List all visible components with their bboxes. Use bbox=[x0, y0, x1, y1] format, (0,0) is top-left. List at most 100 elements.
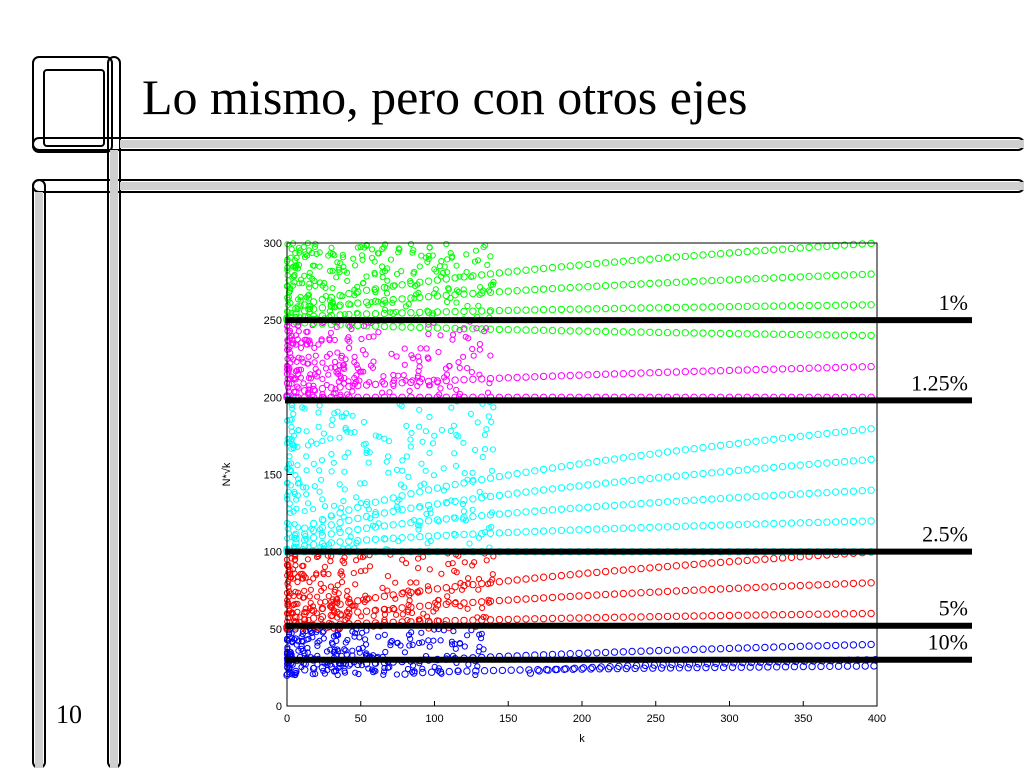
x-tick-label: 0 bbox=[284, 713, 290, 725]
data-point bbox=[380, 605, 389, 614]
data-point bbox=[363, 449, 370, 457]
data-point bbox=[461, 559, 468, 566]
series-2 bbox=[283, 394, 875, 556]
data-point bbox=[601, 590, 610, 599]
data-point bbox=[699, 367, 707, 375]
data-point bbox=[331, 588, 338, 595]
data-point bbox=[444, 593, 451, 600]
data-point bbox=[371, 523, 380, 531]
data-point bbox=[292, 472, 299, 479]
data-point bbox=[469, 616, 477, 624]
data-point bbox=[290, 444, 297, 452]
data-point bbox=[294, 578, 301, 586]
data-point bbox=[405, 587, 412, 594]
data-point bbox=[305, 374, 312, 381]
data-point bbox=[817, 662, 825, 671]
data-point bbox=[681, 497, 689, 505]
data-point bbox=[690, 612, 698, 620]
data-point bbox=[796, 273, 804, 281]
data-point bbox=[447, 427, 454, 434]
data-point bbox=[734, 330, 743, 338]
data-point bbox=[416, 518, 424, 526]
data-point bbox=[370, 612, 377, 620]
data-point bbox=[725, 329, 734, 338]
data-point bbox=[309, 533, 318, 542]
data-point bbox=[531, 594, 539, 603]
data-point bbox=[840, 331, 849, 339]
data-point bbox=[504, 306, 512, 315]
data-point bbox=[663, 646, 672, 654]
data-point bbox=[460, 513, 468, 521]
data-point bbox=[761, 246, 769, 255]
data-point bbox=[672, 447, 681, 455]
data-point bbox=[389, 323, 397, 331]
data-point bbox=[566, 305, 574, 313]
data-point bbox=[840, 241, 849, 249]
data-point bbox=[454, 667, 462, 675]
data-point bbox=[575, 482, 583, 490]
data-point bbox=[796, 519, 804, 527]
data-point bbox=[840, 580, 849, 588]
data-point bbox=[360, 441, 367, 448]
data-point bbox=[601, 259, 610, 267]
data-point bbox=[318, 531, 327, 540]
data-point bbox=[823, 272, 831, 280]
data-point bbox=[433, 276, 442, 284]
data-point bbox=[852, 662, 861, 670]
data-point bbox=[548, 572, 557, 581]
data-point bbox=[778, 462, 787, 471]
data-point bbox=[672, 562, 681, 570]
data-point bbox=[628, 613, 636, 621]
data-point bbox=[628, 647, 636, 656]
data-point bbox=[285, 346, 292, 353]
data-point bbox=[341, 646, 348, 653]
data-point bbox=[475, 648, 482, 655]
data-point bbox=[646, 613, 654, 621]
data-point bbox=[379, 378, 386, 385]
data-point bbox=[437, 332, 444, 339]
data-point bbox=[495, 615, 504, 624]
data-point bbox=[418, 460, 425, 467]
data-point bbox=[778, 611, 787, 619]
data-point bbox=[342, 426, 349, 433]
data-point bbox=[323, 353, 331, 360]
data-point bbox=[486, 307, 495, 315]
data-point bbox=[584, 614, 592, 622]
data-point bbox=[327, 602, 335, 610]
data-point bbox=[315, 409, 322, 416]
data-point bbox=[481, 446, 489, 453]
data-point bbox=[300, 243, 307, 251]
data-point bbox=[299, 562, 306, 570]
data-point bbox=[513, 489, 521, 497]
data-point bbox=[309, 262, 317, 269]
data-point bbox=[734, 366, 743, 374]
data-point bbox=[433, 324, 442, 332]
data-point bbox=[690, 522, 698, 530]
y-tick-label: 200 bbox=[264, 392, 282, 404]
data-point bbox=[725, 440, 734, 449]
data-point bbox=[441, 263, 448, 270]
data-point bbox=[442, 376, 450, 385]
data-point bbox=[814, 489, 822, 497]
data-point bbox=[743, 248, 751, 256]
data-point bbox=[369, 364, 376, 371]
data-point bbox=[359, 347, 366, 354]
data-point bbox=[522, 615, 530, 623]
data-point bbox=[663, 448, 672, 456]
data-point bbox=[371, 322, 380, 330]
data-point bbox=[407, 490, 415, 498]
data-point bbox=[427, 668, 436, 676]
data-point bbox=[463, 667, 471, 675]
data-point bbox=[663, 523, 672, 531]
data-point bbox=[681, 561, 689, 569]
data-point bbox=[393, 611, 400, 618]
data-point bbox=[419, 438, 426, 445]
data-point bbox=[870, 662, 878, 670]
data-point bbox=[311, 483, 318, 490]
data-point bbox=[593, 649, 601, 657]
data-point bbox=[485, 413, 492, 420]
data-point bbox=[380, 283, 389, 292]
data-point bbox=[362, 641, 370, 648]
data-point bbox=[416, 423, 423, 430]
data-point bbox=[684, 664, 692, 672]
